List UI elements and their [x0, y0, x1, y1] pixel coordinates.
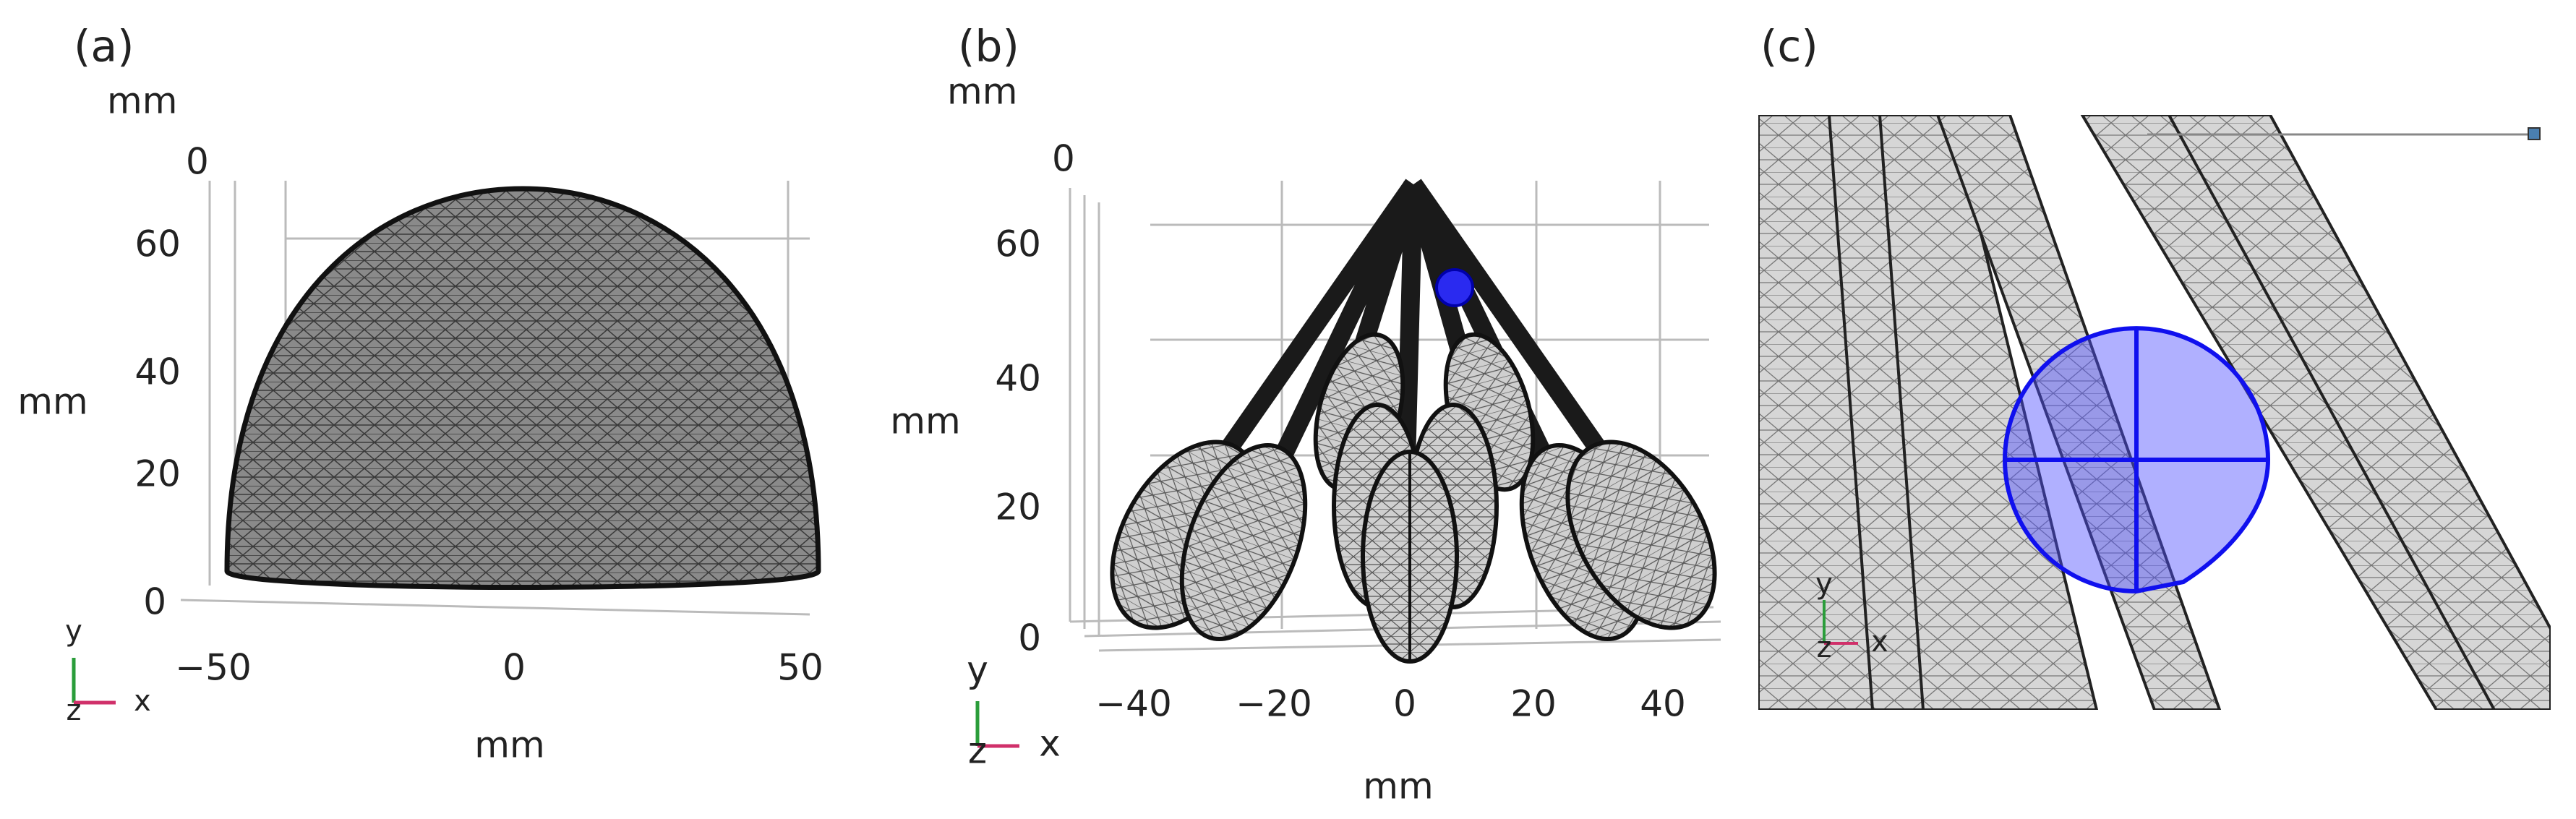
y-tick-label: 40	[134, 351, 181, 393]
x-tick-label: 0	[1393, 683, 1416, 725]
y-axis-label: mm	[890, 400, 960, 442]
triad-label: x	[1871, 625, 1888, 659]
y-tick-label: 40	[995, 358, 1041, 400]
probe-sphere	[2002, 326, 2271, 594]
axis-unit: mm	[107, 80, 177, 122]
x-tick-label: 20	[1510, 683, 1557, 725]
panel-label: (b)	[958, 22, 1019, 72]
panel-label: (a)	[74, 22, 134, 72]
probe-sphere	[1435, 268, 1474, 307]
x-tick-label: 40	[1640, 683, 1686, 725]
x-tick-label: −40	[1095, 683, 1172, 725]
ellipsoid-array	[1110, 179, 1717, 664]
x-axis-label: mm	[474, 724, 544, 766]
panel-a: (a) mm 0 60 40 20 0 mm −50 0 50 mm y z x	[17, 22, 823, 766]
x-tick-label: 50	[777, 647, 823, 689]
x-tick-label: 0	[502, 647, 526, 689]
y-tick-label: 0	[1018, 617, 1041, 659]
y-axis-label: mm	[17, 381, 87, 423]
y-tick-label: 60	[995, 223, 1041, 265]
dome-mesh	[224, 186, 821, 590]
y-tick-label: 60	[134, 223, 181, 265]
axis-unit: mm	[947, 71, 1017, 113]
triad-label: z	[1817, 631, 1832, 664]
z-tick: 0	[186, 141, 209, 183]
panel-label: (c)	[1760, 22, 1818, 72]
y-tick-label: 20	[995, 486, 1041, 528]
triad-label: x	[1039, 723, 1061, 765]
panel-b: (b) mm 0 60 40 20 0 mm −40 −20 0 20 40 m…	[890, 22, 1721, 807]
axis-triad: y z x	[967, 649, 1061, 772]
panel-c: (c) y z x	[1758, 22, 2551, 710]
x-tick-label: −50	[175, 647, 252, 689]
x-axis-label: mm	[1363, 766, 1433, 807]
y-tick-label: 20	[134, 453, 181, 495]
triad-label: y	[967, 649, 988, 691]
x-tick-label: −20	[1236, 683, 1312, 725]
triad-label: x	[134, 685, 151, 718]
triad-label: z	[67, 694, 82, 727]
axis-triad: y z x	[65, 614, 151, 727]
z-tick: 0	[1052, 138, 1075, 180]
axis-triad: y z x	[1815, 567, 1888, 664]
triad-label: y	[1815, 567, 1833, 601]
y-tick-label: 0	[143, 581, 166, 623]
zoom-view	[1758, 115, 2551, 710]
triad-label: y	[65, 614, 82, 648]
triad-label: z	[968, 730, 987, 772]
